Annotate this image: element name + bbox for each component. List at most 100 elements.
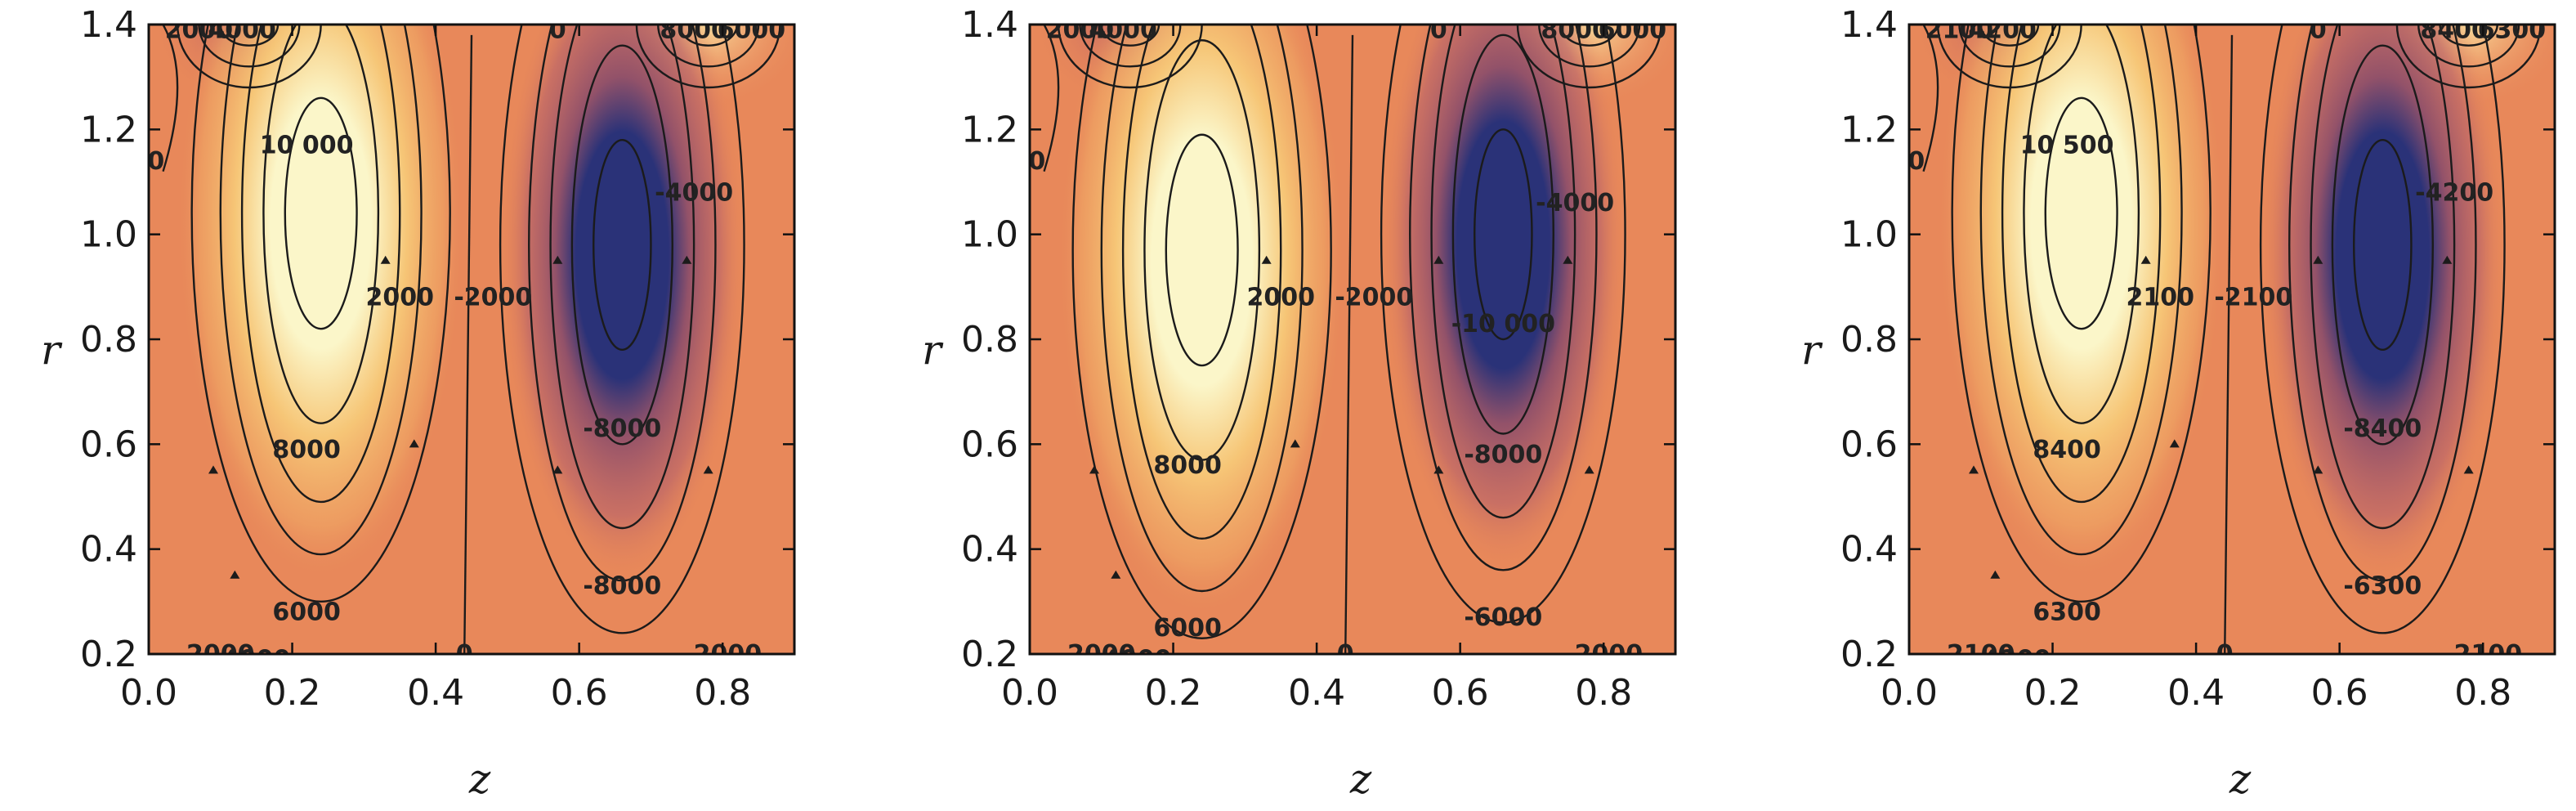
contour-line	[678, 25, 738, 47]
flow-arrow	[552, 255, 563, 264]
contour-label: 10 000	[260, 132, 354, 160]
contour-line	[1121, 25, 1282, 540]
contour-label: 2100	[1925, 16, 1994, 44]
y-tick-label: 1.4	[961, 4, 1018, 46]
y-tick-label: 0.2	[1840, 634, 1898, 675]
y-tick-label: 1.0	[80, 214, 137, 256]
contour-label: -8000	[583, 414, 661, 443]
flow-arrow	[2313, 255, 2323, 264]
contour-field: 10 00020008000600020004000-2000-4000-800…	[147, 16, 794, 674]
contour-line	[198, 25, 301, 68]
x-tick-label: 0.0	[1881, 672, 1938, 714]
flow-arrow	[2463, 465, 2474, 474]
x-tick-label: 0.6	[2311, 672, 2368, 714]
y-tick-label: 1.2	[961, 109, 1018, 150]
x-tick-label: 0.2	[1145, 672, 1202, 714]
contour-label: 0	[147, 147, 164, 176]
contour-line	[1979, 25, 2040, 47]
contour-label: 2000	[186, 640, 255, 669]
x-tick-label: 0.2	[264, 672, 321, 714]
y-tick-label: 0.8	[961, 319, 1018, 361]
x-tick-label: 0.0	[120, 672, 177, 714]
contour-label: -8000	[1464, 441, 1542, 469]
contour-line	[1951, 25, 2212, 603]
contour-label: -6300	[2343, 572, 2422, 601]
contour-label: -2100	[2214, 284, 2292, 312]
contour-line	[1474, 128, 1533, 341]
flow-arrow	[208, 465, 218, 474]
contour-line	[1451, 34, 1554, 435]
zero-contour-line	[463, 34, 473, 654]
flow-arrow	[1990, 570, 2001, 579]
contour-label: 0	[456, 640, 473, 669]
flow-arrow	[552, 465, 563, 474]
contour-line	[176, 25, 322, 89]
contour-line	[284, 96, 358, 330]
contour-label: 4000	[208, 16, 276, 44]
y-tick-label: 1.0	[1840, 214, 1898, 256]
contour-label: 0	[549, 16, 566, 44]
flow-arrow	[230, 570, 240, 579]
y-tick-label: 0.6	[80, 423, 137, 465]
y-tick-label: 1.0	[961, 214, 1018, 256]
flow-arrow	[2169, 439, 2180, 448]
contour-label: 8400	[2033, 436, 2101, 464]
flow-arrow	[1261, 255, 1272, 264]
contour-line	[1057, 25, 1203, 89]
y-axis-label: r	[922, 326, 944, 374]
contour-line	[2023, 25, 2140, 424]
contour-line	[1043, 25, 1060, 173]
contour-line	[2353, 138, 2413, 352]
contour-line	[1165, 133, 1239, 367]
contour-line	[635, 25, 781, 89]
y-tick-label: 0.6	[1840, 423, 1898, 465]
zero-contour-line	[1344, 34, 1354, 654]
contour-line	[593, 138, 652, 352]
x-tick-label: 0.8	[2454, 672, 2511, 714]
contour-line	[549, 25, 695, 530]
contour-label: 4000	[1103, 645, 1172, 674]
contour-line	[162, 25, 179, 173]
contour-label: -4000	[655, 178, 733, 207]
contour-label: 8000	[272, 436, 341, 464]
contour-label: 2000	[365, 284, 434, 312]
y-tick-label: 0.8	[1840, 319, 1898, 361]
y-tick-label: 1.2	[1840, 109, 1898, 150]
flow-arrow	[1089, 465, 1099, 474]
contour-label: 6000	[1153, 614, 1222, 643]
contour-label: 6000	[1599, 16, 1667, 44]
contour-label: 8000	[1153, 451, 1222, 480]
y-tick-label: 0.4	[80, 529, 137, 571]
flow-arrow	[2140, 255, 2151, 264]
contour-line	[262, 25, 380, 424]
flow-arrow	[1433, 255, 1444, 264]
contour-label: 4200	[1968, 16, 2037, 44]
flow-arrow	[409, 439, 419, 448]
contour-line	[528, 25, 717, 582]
contour-line	[1100, 25, 1304, 593]
contour-label: 4000	[1089, 16, 1157, 44]
contour-line	[1430, 25, 1576, 519]
contour-label: -2000	[1335, 284, 1413, 312]
contour-label: 4000	[222, 645, 291, 674]
contour-line	[657, 25, 760, 68]
contour-label: -4000	[1536, 189, 1614, 217]
flow-arrow	[682, 255, 692, 264]
flow-arrow	[1433, 465, 1444, 474]
contour-line	[1079, 25, 1182, 68]
x-tick-label: 0.4	[1288, 672, 1345, 714]
contour-line	[1559, 25, 1619, 47]
y-tick-label: 0.8	[80, 319, 137, 361]
contour-label: 8000	[1541, 16, 1609, 44]
contour-line	[1409, 25, 1598, 571]
contour-label: 10 500	[2020, 132, 2114, 160]
x-tick-label: 0.6	[1432, 672, 1489, 714]
contour-label: -8400	[2343, 414, 2422, 443]
x-tick-label: 0.4	[2167, 672, 2225, 714]
y-tick-label: 0.2	[80, 634, 137, 675]
contour-line	[2259, 25, 2506, 634]
x-axis-label: z	[1349, 755, 1372, 803]
x-tick-label: 0.6	[551, 672, 608, 714]
